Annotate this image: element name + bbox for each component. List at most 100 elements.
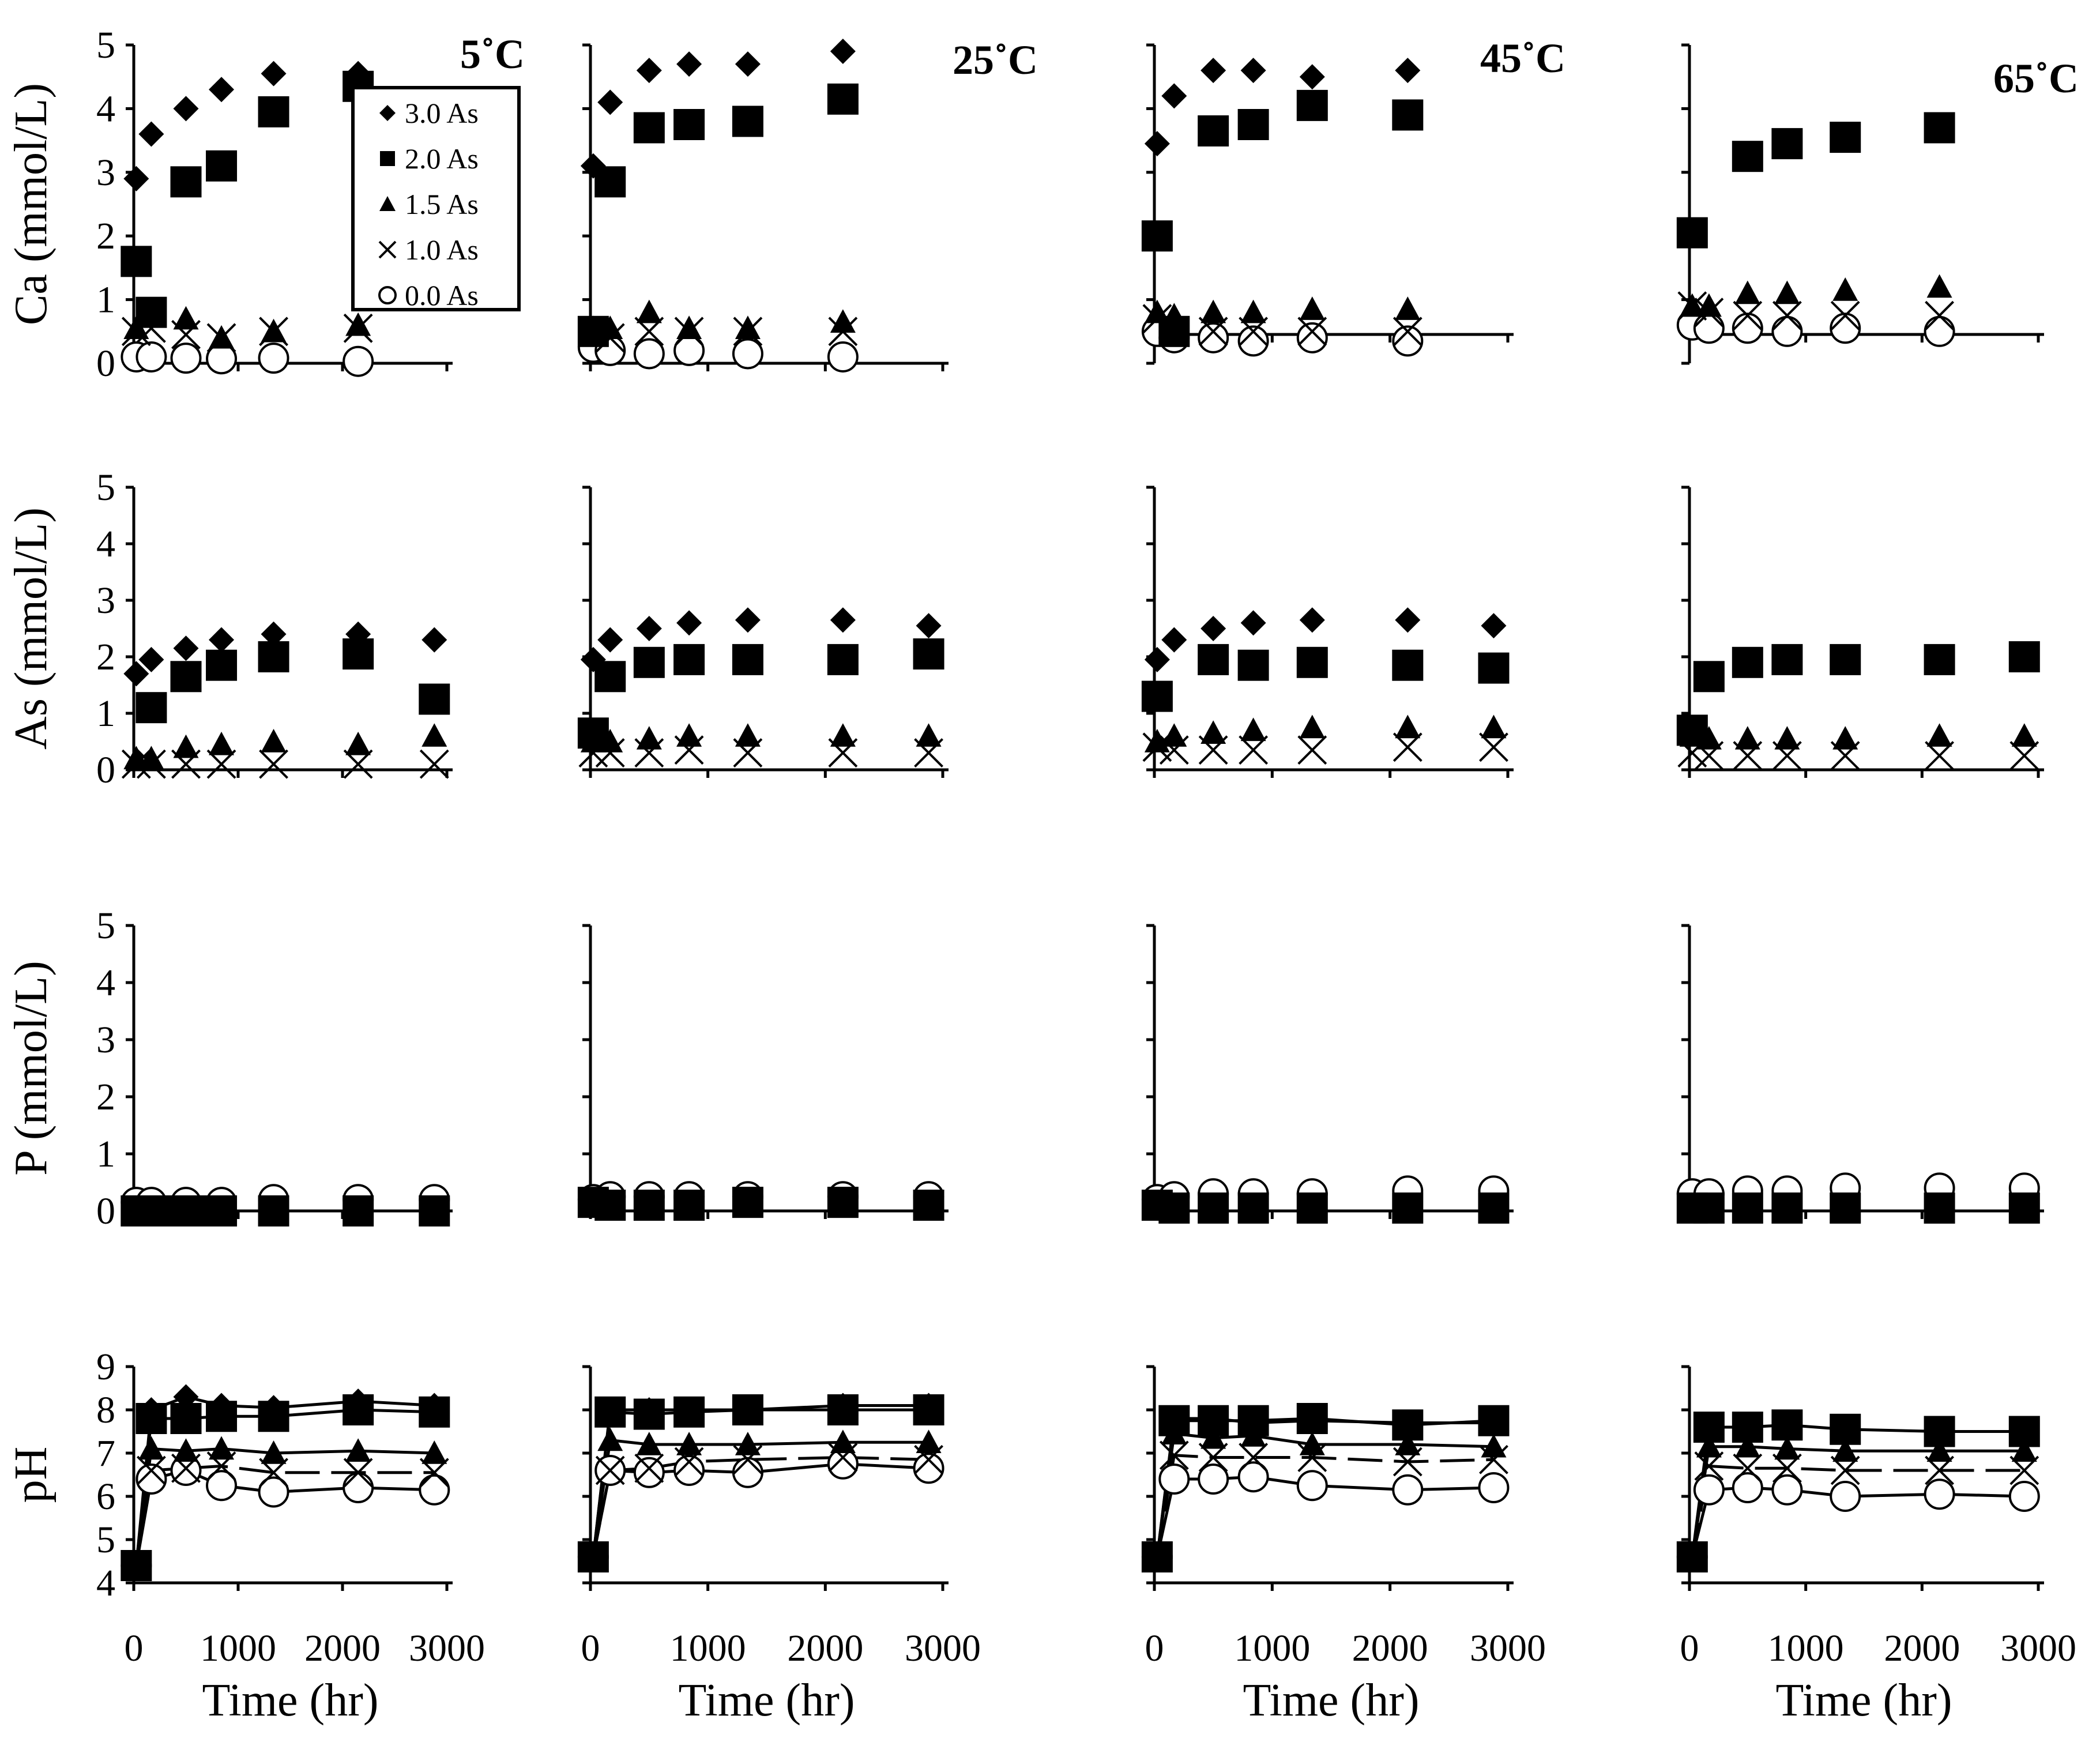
marker-1-0-as xyxy=(1733,1453,1763,1483)
marker-1-5-as xyxy=(830,309,856,333)
x-tick-label: 2000 xyxy=(1884,1627,1960,1669)
y-tick-label: 0 xyxy=(96,749,115,791)
panel-p-2 xyxy=(1141,924,1514,1224)
marker-3-0-as xyxy=(735,51,761,77)
marker-1-5-as xyxy=(1240,717,1266,742)
marker-2-0-as xyxy=(1198,644,1229,675)
marker-0-0-as xyxy=(913,1453,944,1484)
marker-2-0-as xyxy=(258,96,289,127)
marker-3-0-as xyxy=(123,661,149,687)
marker-1-0-as xyxy=(1239,1443,1269,1472)
marker-3-0-as xyxy=(830,39,856,65)
marker-3-0-as xyxy=(1240,58,1266,84)
marker-1-5-as xyxy=(735,723,761,747)
marker-0-0-as xyxy=(1924,1478,1955,1510)
y-tick-label: 7 xyxy=(96,1432,115,1474)
marker-3-0-as xyxy=(1240,610,1266,636)
marker-3-0-as xyxy=(676,610,702,636)
marker-0-0-as xyxy=(732,1457,763,1488)
marker-1-0-as xyxy=(1297,1443,1327,1472)
marker-2-0-as xyxy=(170,661,202,693)
marker-1-5-as xyxy=(1200,299,1226,323)
marker-1-0-as xyxy=(1479,1444,1508,1474)
marker-1-0-as xyxy=(343,1458,373,1488)
marker-2-0-as xyxy=(1676,217,1708,249)
marker-3-0-as xyxy=(1299,1408,1325,1434)
marker-0-0-as xyxy=(1296,322,1328,353)
marker-3-0-as xyxy=(597,1397,623,1423)
marker-2-0-as xyxy=(1924,1192,1955,1224)
marker-2-0-as xyxy=(633,1190,665,1221)
marker-1-0-as xyxy=(1393,317,1422,347)
y-axis-title-p: P (mmol/L) xyxy=(6,961,57,1176)
y-tick-label: 3 xyxy=(96,1019,115,1061)
marker-3-0-as xyxy=(916,613,942,639)
marker-0-0-as xyxy=(1771,1474,1803,1506)
marker-1-5-as xyxy=(1774,1436,1800,1460)
marker-1-5-as xyxy=(1832,277,1858,301)
marker-1-5-as xyxy=(636,299,662,323)
marker-3-0-as xyxy=(1200,1406,1226,1431)
marker-1-0-as xyxy=(1925,300,1954,330)
marker-3-0-as xyxy=(597,89,623,115)
marker-0-0-as xyxy=(343,345,374,377)
marker-1-0-as xyxy=(1159,1440,1189,1470)
marker-1-5-as xyxy=(676,723,702,747)
y-axis-title-ph: pH xyxy=(6,1447,57,1503)
marker-2-0-as xyxy=(1830,1192,1861,1224)
marker-1-5-as xyxy=(1299,296,1325,320)
marker-2-0-as xyxy=(170,166,202,198)
y-tick-label: 0 xyxy=(96,343,115,385)
marker-2-0-as xyxy=(732,644,763,675)
marker-0-0-as xyxy=(1830,1481,1861,1512)
marker-2-0-as xyxy=(1771,1192,1803,1224)
marker-3-0-as xyxy=(261,1395,287,1421)
panel-as-3 xyxy=(1676,486,2044,778)
marker-1-5-as xyxy=(209,1436,235,1460)
temperature-label: 5˚C xyxy=(460,31,525,77)
x-tick-label: 3000 xyxy=(905,1627,981,1669)
marker-1-5-as xyxy=(138,1436,164,1460)
panel-p-1 xyxy=(577,924,949,1221)
marker-2-0-as xyxy=(577,717,609,749)
x-axis-title: Time (hr) xyxy=(202,1675,379,1726)
y-tick-label: 2 xyxy=(96,636,115,678)
marker-1-0-as xyxy=(136,1455,166,1485)
legend-marker-circle xyxy=(378,286,397,304)
marker-0-0-as xyxy=(1296,1470,1328,1502)
legend-label: 2.0 As xyxy=(405,142,479,175)
marker-3-0-as xyxy=(1144,1544,1170,1570)
marker-2-0-as xyxy=(827,83,859,115)
marker-2-0-as xyxy=(633,112,665,144)
marker-3-0-as xyxy=(1481,613,1507,639)
marker-3-0-as xyxy=(261,61,287,86)
marker-0-0-as xyxy=(1732,1472,1763,1503)
marker-3-0-as xyxy=(345,61,371,86)
marker-1-5-as xyxy=(345,312,371,336)
marker-2-0-as xyxy=(913,638,944,670)
panel-p-0: 0 1 2 3 4 5 xyxy=(96,905,453,1232)
marker-1-5-as xyxy=(345,1438,371,1462)
y-tick-label: 2 xyxy=(96,1076,115,1118)
panel-as-1 xyxy=(577,486,949,778)
marker-1-5-as xyxy=(1734,280,1760,304)
marker-1-5-as xyxy=(830,723,856,747)
marker-0-0-as xyxy=(258,343,289,374)
marker-3-0-as xyxy=(830,1393,856,1419)
marker-3-0-as xyxy=(1144,131,1170,157)
marker-1-5-as xyxy=(209,325,235,349)
marker-2-0-as xyxy=(1392,1192,1424,1224)
panel-ca-2: 45˚C xyxy=(1141,35,1565,365)
x-tick-label: 2000 xyxy=(304,1627,381,1669)
marker-3-0-as xyxy=(830,607,856,633)
x-tick-label: 2000 xyxy=(1352,1627,1428,1669)
marker-3-0-as xyxy=(173,635,199,661)
marker-1-5-as xyxy=(261,318,287,343)
legend-label: 1.5 As xyxy=(405,188,479,220)
marker-1-5-as xyxy=(1161,723,1187,747)
x-tick-label: 1000 xyxy=(1768,1627,1844,1669)
marker-1-5-as xyxy=(1200,1425,1226,1449)
marker-2-0-as xyxy=(1732,1412,1763,1443)
x-tick-label: 3000 xyxy=(2000,1627,2076,1669)
marker-1-5-as xyxy=(2011,723,2037,747)
